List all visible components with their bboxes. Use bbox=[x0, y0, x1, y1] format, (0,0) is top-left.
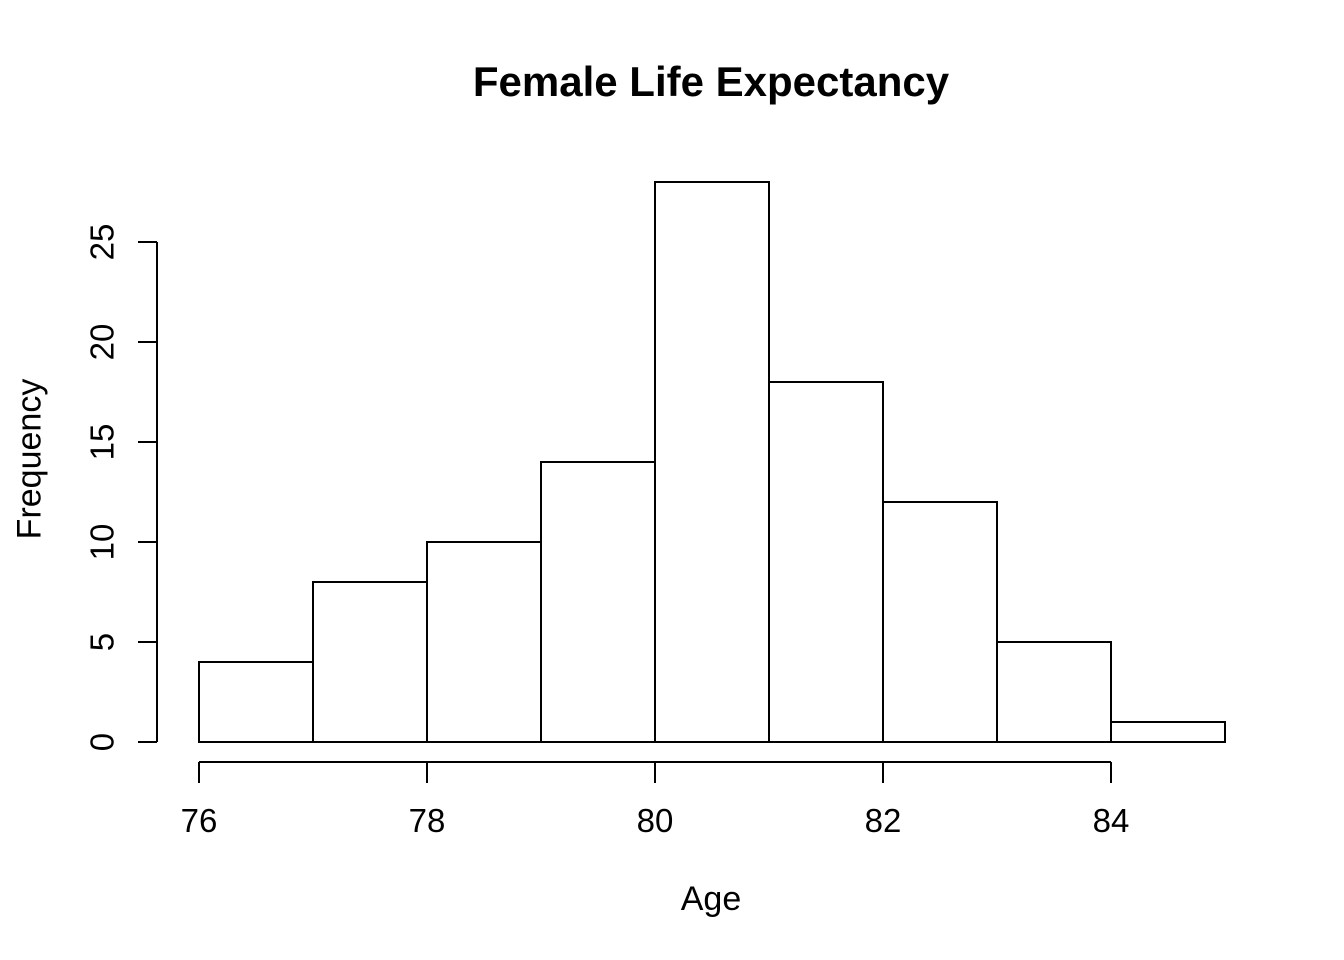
histogram-bar bbox=[312, 581, 428, 743]
histogram-bar bbox=[882, 501, 998, 743]
y-tick-label: 25 bbox=[84, 224, 121, 261]
x-tick-label: 84 bbox=[1093, 802, 1130, 839]
histogram-bar bbox=[198, 661, 314, 743]
histogram-bar bbox=[540, 461, 656, 743]
y-axis-title: Frequency bbox=[10, 378, 49, 540]
y-tick-label: 20 bbox=[84, 324, 121, 361]
y-tick-label: 5 bbox=[84, 633, 121, 651]
y-tick-label: 10 bbox=[84, 524, 121, 561]
histogram-bar bbox=[768, 381, 884, 743]
x-tick-label: 82 bbox=[865, 802, 902, 839]
x-tick-label: 78 bbox=[409, 802, 446, 839]
y-tick-label: 15 bbox=[84, 424, 121, 461]
x-axis-title: Age bbox=[680, 880, 742, 918]
x-tick-label: 76 bbox=[181, 802, 218, 839]
x-tick-label: 80 bbox=[637, 802, 674, 839]
histogram-bar bbox=[426, 541, 542, 743]
histogram-bar bbox=[654, 181, 770, 743]
chart-title: Female Life Expectancy bbox=[472, 58, 950, 105]
histogram-bar bbox=[1110, 721, 1226, 743]
y-tick-label: 0 bbox=[84, 733, 121, 751]
histogram-bar bbox=[996, 641, 1112, 743]
